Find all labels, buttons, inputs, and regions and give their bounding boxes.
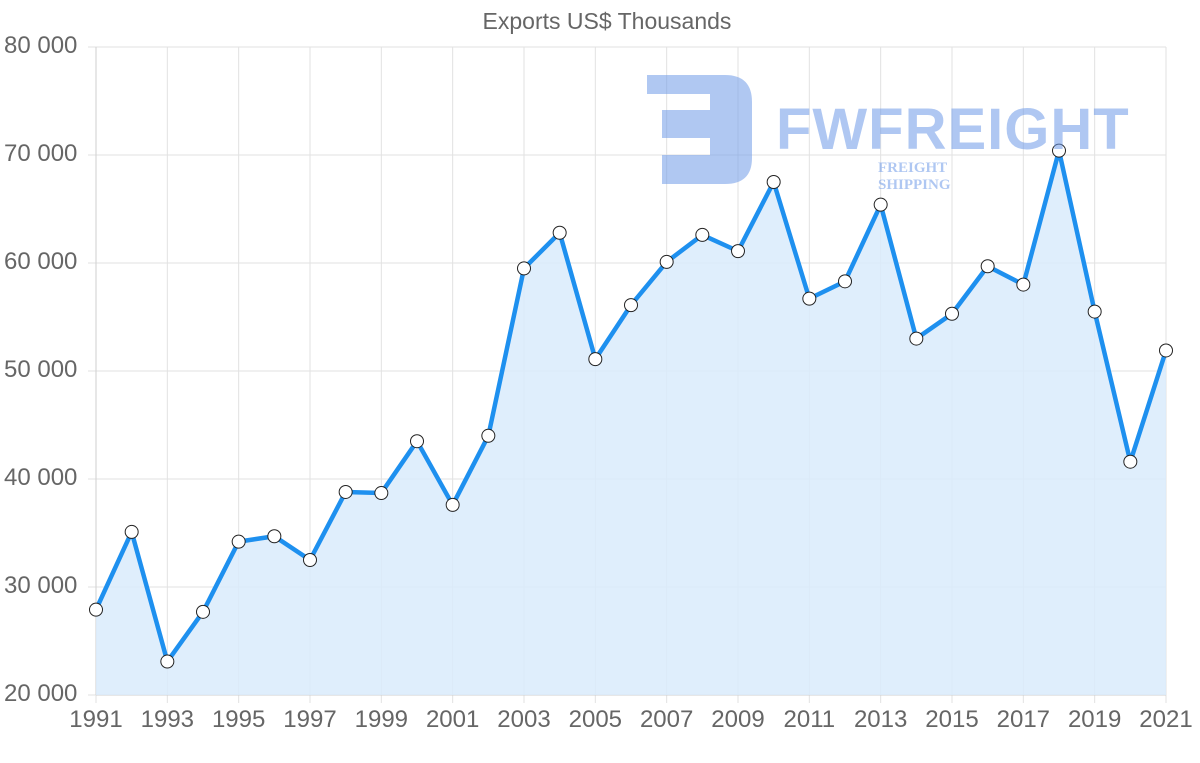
data-point[interactable] xyxy=(160,654,175,669)
x-tick-label: 2005 xyxy=(568,706,623,733)
data-point[interactable] xyxy=(1087,304,1102,319)
y-tick-label: 70 000 xyxy=(4,140,78,167)
data-point[interactable] xyxy=(374,486,389,501)
data-point[interactable] xyxy=(481,428,496,443)
y-tick-label: 20 000 xyxy=(4,680,78,707)
data-point[interactable] xyxy=(624,298,638,313)
x-tick-label: 2013 xyxy=(853,706,908,733)
data-point[interactable] xyxy=(980,259,995,274)
x-tick-label: 2021 xyxy=(1139,706,1193,733)
watermark-brand: FWFREIGHT xyxy=(776,97,1130,162)
data-point[interactable] xyxy=(445,497,460,512)
data-point[interactable] xyxy=(303,553,317,567)
data-point[interactable] xyxy=(1052,143,1066,158)
watermark-tagline: FREIGHT SHIPPING xyxy=(878,160,951,193)
x-tick-label: 2011 xyxy=(783,706,836,733)
x-tick-label: 2017 xyxy=(996,706,1051,733)
y-tick-label: 60 000 xyxy=(4,248,78,275)
x-tick-label: 2015 xyxy=(925,706,979,733)
data-point[interactable] xyxy=(659,254,674,269)
x-tick-label: 1995 xyxy=(211,706,266,733)
data-point[interactable] xyxy=(1123,454,1138,469)
data-point[interactable] xyxy=(695,227,710,242)
data-point[interactable] xyxy=(1159,343,1173,358)
y-tick-label: 30 000 xyxy=(4,572,78,599)
x-tick-label: 1991 xyxy=(69,706,123,733)
y-tick-label: 50 000 xyxy=(4,356,78,383)
x-tick-label: 1997 xyxy=(283,706,337,733)
data-point[interactable] xyxy=(410,434,424,449)
data-point[interactable] xyxy=(552,225,567,240)
data-point[interactable] xyxy=(517,261,531,276)
data-point[interactable] xyxy=(945,306,959,321)
data-point[interactable] xyxy=(124,524,139,539)
data-point[interactable] xyxy=(89,602,103,617)
data-point[interactable] xyxy=(838,274,852,289)
x-tick-label: 2007 xyxy=(639,706,694,733)
data-point[interactable] xyxy=(909,331,924,346)
data-point[interactable] xyxy=(731,244,745,259)
data-point[interactable] xyxy=(267,529,282,544)
x-tick-label: 2001 xyxy=(425,706,480,733)
data-point[interactable] xyxy=(338,484,353,499)
y-tick-label: 40 000 xyxy=(4,464,78,491)
chart-title: Exports US$ Thousands xyxy=(482,8,732,34)
x-tick-label: 2009 xyxy=(711,706,765,733)
x-tick-label: 2003 xyxy=(497,706,551,733)
data-point[interactable] xyxy=(873,197,888,212)
data-point[interactable] xyxy=(588,352,603,367)
y-tick-label: 80 000 xyxy=(4,32,78,59)
data-point[interactable] xyxy=(802,291,817,306)
area-fill xyxy=(96,150,1166,695)
x-tick-label: 1999 xyxy=(354,706,409,733)
x-tick-label: 1993 xyxy=(140,706,195,733)
data-point[interactable] xyxy=(766,175,781,189)
data-point[interactable] xyxy=(196,604,210,619)
data-point[interactable] xyxy=(231,534,246,549)
data-point[interactable] xyxy=(1016,277,1031,292)
x-tick-label: 2019 xyxy=(1067,706,1122,733)
